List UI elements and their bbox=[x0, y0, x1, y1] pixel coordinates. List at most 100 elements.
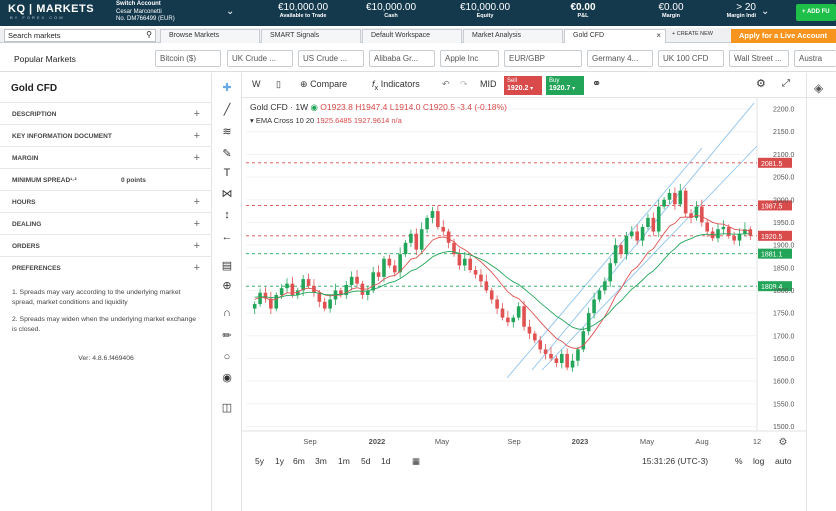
market-chip[interactable]: Wall Street ... bbox=[729, 50, 789, 67]
candle-body bbox=[570, 360, 575, 368]
link-icon[interactable]: ⚭ bbox=[592, 78, 602, 90]
chart-legend-indicator: ▾ EMA Cross 10 20 1925.6485 1927.9614 n/… bbox=[250, 116, 402, 125]
market-chip[interactable]: Alibaba Gr... bbox=[369, 50, 435, 67]
section-key-information[interactable]: KEY INFORMATION DOCUMENT + bbox=[0, 124, 212, 146]
section-preferences[interactable]: PREFERENCES + bbox=[0, 256, 212, 278]
expand-plus-icon: + bbox=[193, 130, 200, 142]
candle-body bbox=[355, 276, 359, 284]
buy-button[interactable]: Buy 1920.7 ▾ bbox=[546, 76, 584, 95]
crosshair-icon[interactable]: ✚ bbox=[222, 82, 232, 94]
market-chip[interactable]: US Crude ... bbox=[298, 50, 364, 67]
section-orders[interactable]: ORDERS + bbox=[0, 234, 212, 256]
layers-icon[interactable]: ◈ bbox=[814, 81, 824, 95]
measure-icon[interactable]: ↕ bbox=[224, 209, 230, 221]
ruler-icon[interactable]: ▤ bbox=[221, 260, 233, 272]
price-level-tag bbox=[758, 157, 792, 168]
log-toggle[interactable]: log bbox=[753, 456, 765, 466]
candle-body bbox=[473, 270, 478, 275]
settings-gear-icon[interactable]: ⚙ bbox=[756, 78, 766, 90]
brush-icon[interactable]: ✎ bbox=[222, 148, 232, 160]
search-icon[interactable]: ⚲ bbox=[146, 30, 152, 39]
date-range-icon[interactable]: ▦ bbox=[412, 456, 421, 466]
tab-smart-signals[interactable]: SMART Signals bbox=[261, 29, 361, 43]
section-margin[interactable]: MARGIN + bbox=[0, 146, 212, 168]
chart-legend-main: Gold CFD · 1W ◉ O1923.8 H1947.4 L1914.0 … bbox=[250, 102, 507, 112]
fib-tool-icon[interactable]: ≋ bbox=[222, 126, 232, 138]
sell-button[interactable]: Sell 1920.2 ▾ bbox=[504, 76, 542, 95]
range-3m[interactable]: 3m bbox=[315, 456, 327, 466]
ema-20-line bbox=[254, 233, 751, 330]
back-arrow-icon[interactable]: ← bbox=[221, 231, 233, 243]
market-chip[interactable]: Austra bbox=[794, 50, 836, 67]
axis-settings-icon: ⚙ bbox=[779, 437, 788, 448]
section-dealing[interactable]: DEALING + bbox=[0, 212, 212, 234]
redo-icon[interactable]: ↷ bbox=[460, 79, 468, 89]
stat-margin: €0.00 Margin bbox=[658, 2, 684, 19]
market-chip[interactable]: Bitcoin ($) bbox=[155, 50, 221, 67]
market-chip[interactable]: Apple Inc bbox=[440, 50, 499, 67]
add-funds-button[interactable]: + ADD FU bbox=[796, 4, 836, 21]
apply-live-account-button[interactable]: Apply for a Live Account bbox=[731, 29, 836, 43]
trash-icon[interactable]: ◫ bbox=[221, 402, 233, 414]
y-tick-label: 1700.0 bbox=[773, 333, 795, 340]
tab-gold-cfd[interactable]: Gold CFD × bbox=[564, 29, 666, 43]
market-chip[interactable]: UK 100 CFD bbox=[658, 50, 724, 67]
range-1y[interactable]: 1y bbox=[275, 456, 284, 466]
percent-toggle[interactable]: % bbox=[735, 456, 743, 466]
candle-body bbox=[328, 299, 332, 309]
close-tab-icon[interactable]: × bbox=[656, 31, 661, 40]
ohlc-values: O1923.8 H1947.4 L1914.0 C1920.5 -3.4 (-0… bbox=[320, 102, 507, 112]
tab-browse-markets[interactable]: Browse Markets bbox=[160, 29, 260, 43]
section-hours[interactable]: HOURS + bbox=[0, 190, 212, 212]
range-5y[interactable]: 5y bbox=[255, 456, 264, 466]
candle-body bbox=[446, 231, 451, 243]
range-1m[interactable]: 1m bbox=[338, 456, 350, 466]
trend-line-icon[interactable]: ╱ bbox=[223, 104, 231, 116]
candle-body bbox=[457, 254, 462, 266]
market-chip[interactable]: Germany 4... bbox=[587, 50, 653, 67]
chart-grid bbox=[242, 98, 806, 432]
magnet-icon[interactable]: ∩ bbox=[223, 307, 231, 319]
minimum-spread-value: 0 points bbox=[121, 177, 146, 184]
create-new-tab-button[interactable]: + CREATE NEW bbox=[672, 31, 714, 37]
text-tool-icon[interactable]: T bbox=[223, 167, 231, 179]
y-tick-label: 1650.0 bbox=[773, 356, 795, 363]
candle-body bbox=[662, 199, 666, 207]
tab-market-analysis[interactable]: Market Analysis bbox=[463, 29, 563, 43]
fullscreen-icon[interactable]: ⤢ bbox=[782, 78, 790, 89]
auto-toggle[interactable]: auto bbox=[775, 456, 792, 466]
chart-toolbar: W ▯ ⊕ Compare fx Indicators ↶ ↷ MID Sell… bbox=[242, 73, 836, 98]
candle-body bbox=[613, 245, 618, 264]
y-tick-label: 1950.0 bbox=[773, 220, 795, 227]
tab-default-workspace[interactable]: Default Workspace bbox=[362, 29, 462, 43]
interval-selector[interactable]: W bbox=[252, 79, 261, 89]
indicators-button[interactable]: fx Indicators bbox=[372, 79, 420, 92]
undo-icon[interactable]: ↶ bbox=[442, 79, 450, 89]
account-switcher[interactable]: Switch Account Cesar Marconetti No. DM76… bbox=[116, 1, 175, 24]
compare-button[interactable]: ⊕ Compare bbox=[300, 79, 348, 89]
candle-body bbox=[392, 265, 397, 273]
lock-icon[interactable]: ○ bbox=[223, 351, 231, 363]
lock-drawing-icon[interactable]: ✏ bbox=[222, 330, 232, 342]
right-tools-strip: ◈ bbox=[806, 73, 836, 511]
zoom-in-icon[interactable]: ⊕ bbox=[222, 280, 232, 292]
pattern-icon[interactable]: ⋈ bbox=[221, 188, 233, 200]
candle-body bbox=[301, 279, 305, 291]
margin-chevron-down-icon[interactable]: ⌄ bbox=[761, 6, 770, 17]
price-chart[interactable]: 2081.5 1987.5 1920.5 1881.1 1809.4 1500.0 155… bbox=[242, 98, 806, 453]
candle-type-icon[interactable]: ▯ bbox=[276, 79, 281, 89]
section-description[interactable]: DESCRIPTION + bbox=[0, 102, 212, 124]
search-markets-input[interactable]: Search markets ⚲ bbox=[4, 29, 156, 42]
range-1d[interactable]: 1d bbox=[381, 456, 391, 466]
market-chip[interactable]: EUR/GBP bbox=[504, 50, 582, 67]
price-mode-selector[interactable]: MID bbox=[480, 79, 497, 89]
range-6m[interactable]: 6m bbox=[293, 456, 305, 466]
candle-body bbox=[290, 283, 295, 295]
candle-body bbox=[306, 279, 311, 286]
range-5d[interactable]: 5d bbox=[361, 456, 371, 466]
clock-time[interactable]: 15:31:26 (UTC-3) bbox=[642, 456, 709, 466]
account-chevron-down-icon[interactable]: ⌄ bbox=[226, 6, 235, 17]
candle-body bbox=[484, 281, 489, 291]
market-chip[interactable]: UK Crude ... bbox=[227, 50, 293, 67]
eye-icon[interactable]: ◉ bbox=[222, 372, 232, 384]
